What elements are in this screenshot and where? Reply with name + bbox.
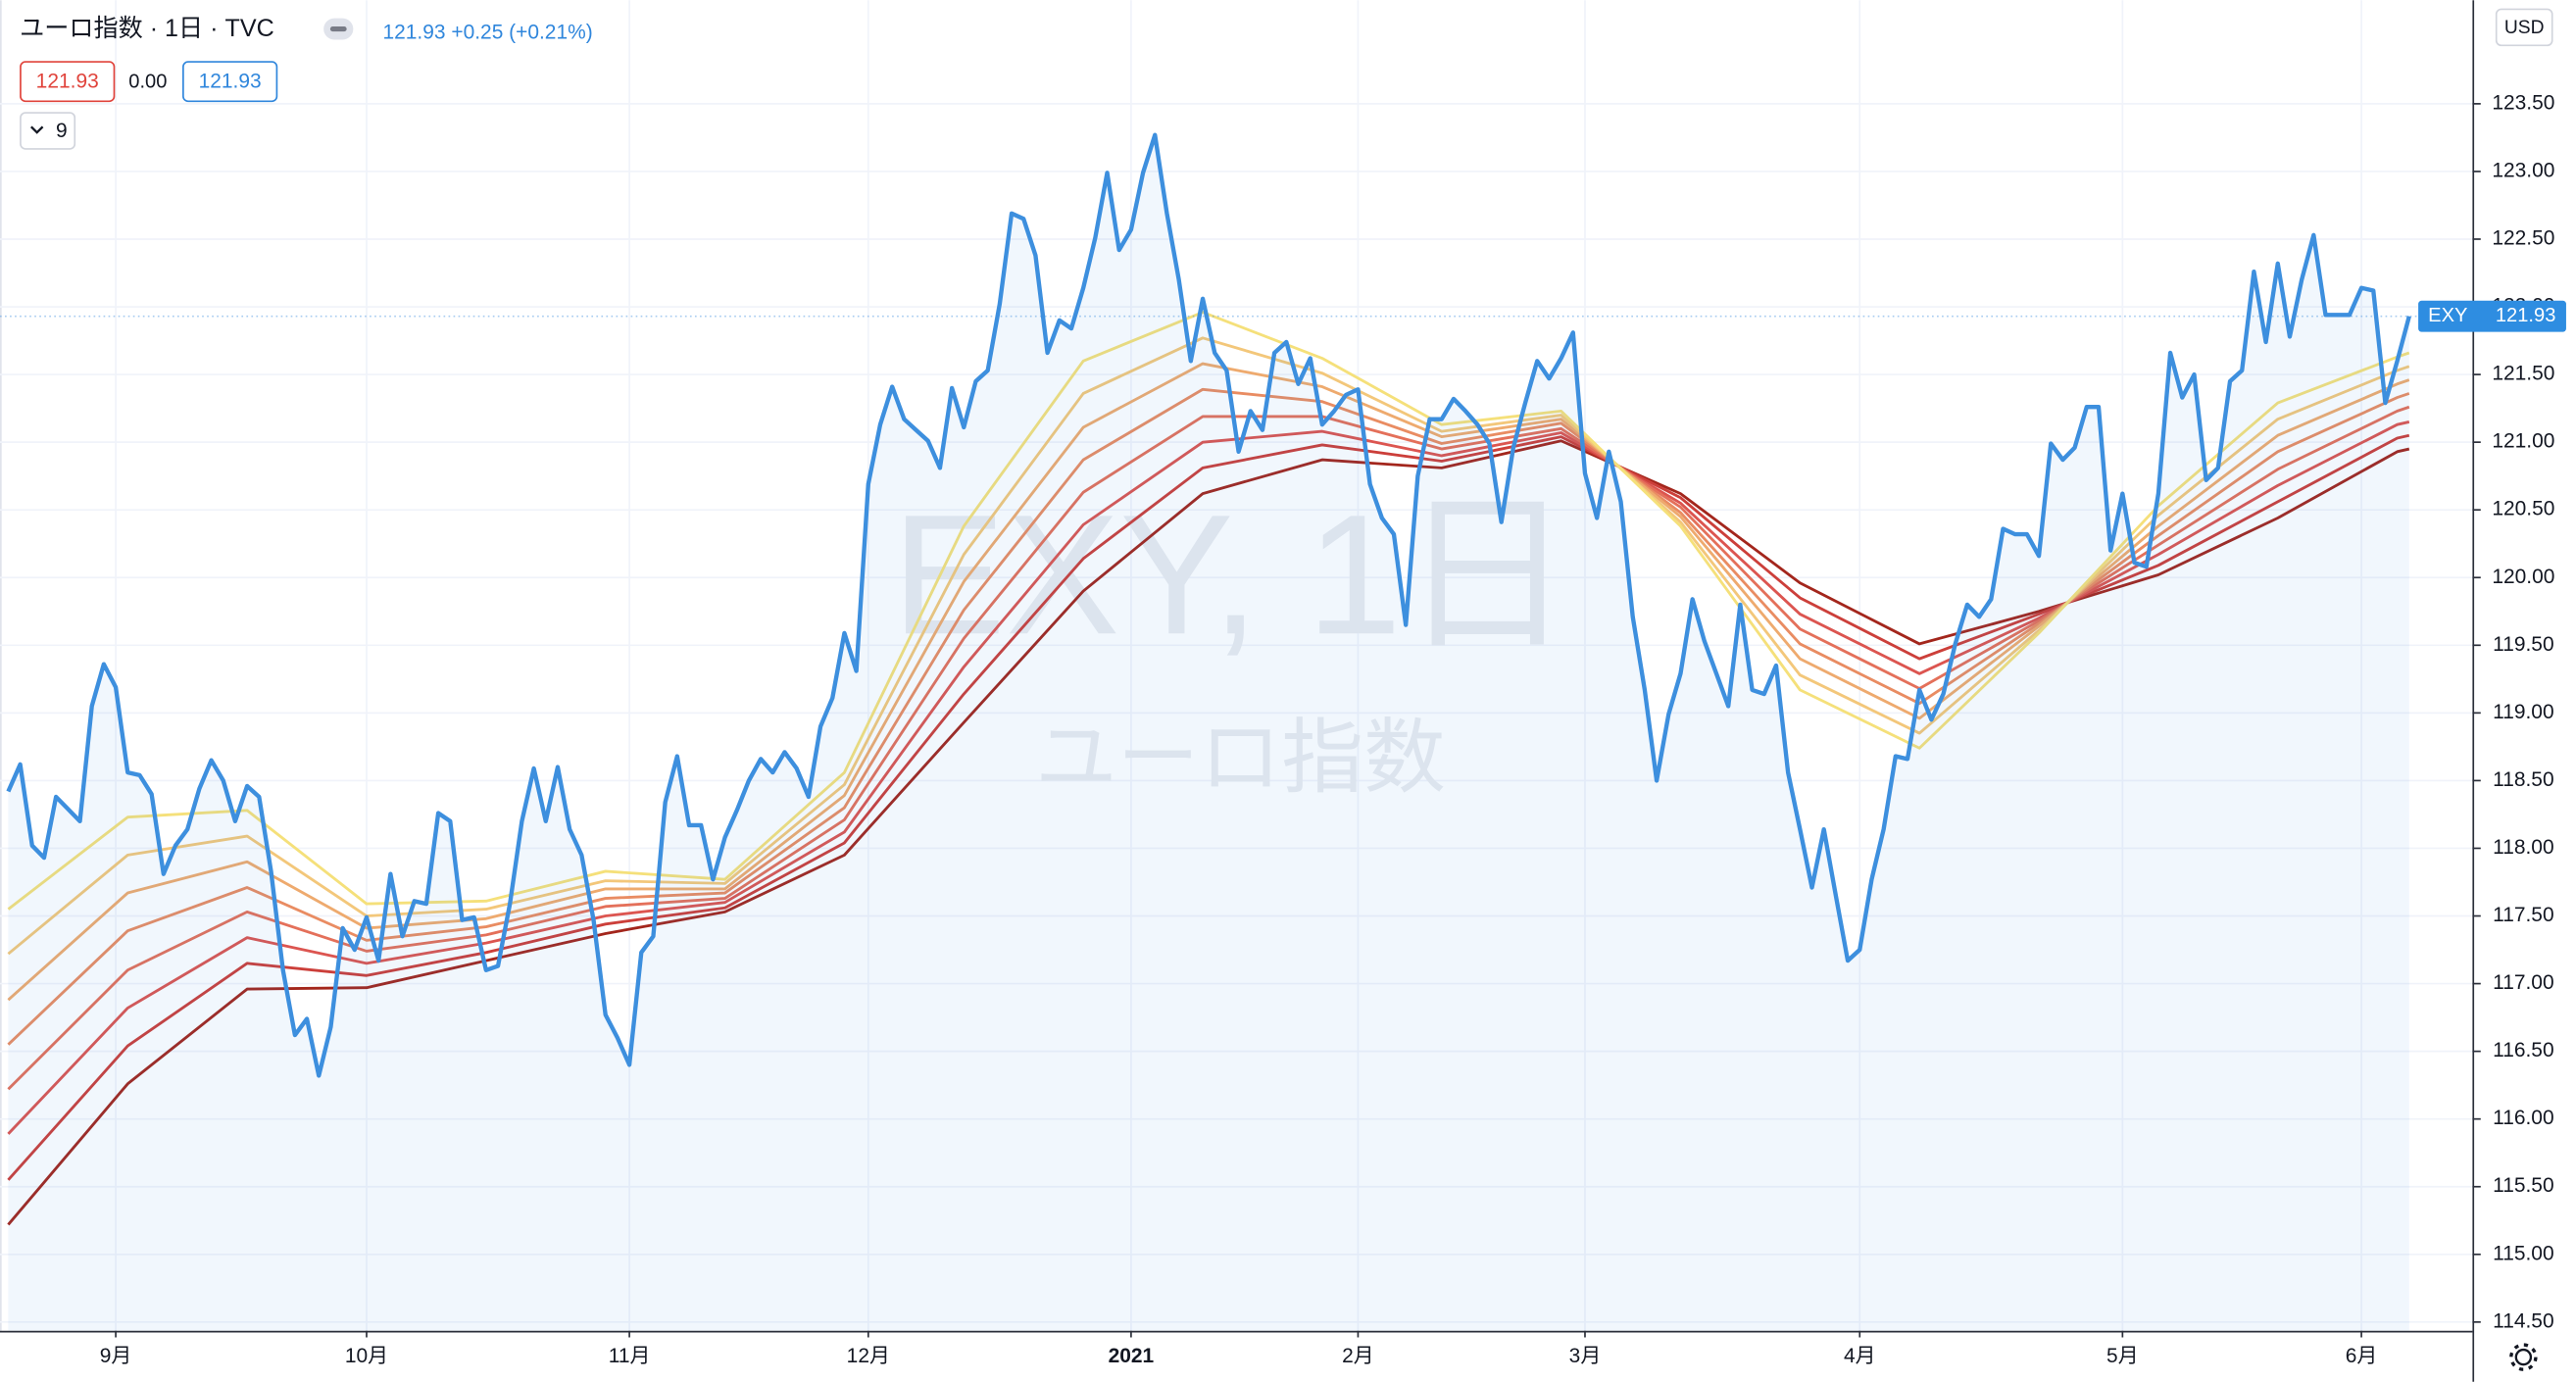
watermark-symbol: EXY, 1日 bbox=[892, 478, 1572, 669]
last-price-label-bg bbox=[2418, 300, 2566, 332]
currency-button[interactable] bbox=[2495, 8, 2553, 47]
x-tick-label: 4月 bbox=[1844, 1345, 1876, 1367]
y-tick-label: 118.50 bbox=[2493, 768, 2554, 791]
currency: USD bbox=[2504, 18, 2545, 38]
moving-average-line bbox=[7, 387, 2410, 1046]
axes: 114.50 115.00 115.50 116.00 116.50 117.00 117.… bbox=[100, 91, 2566, 1367]
moving-average-line bbox=[7, 420, 2410, 1135]
gear-ring bbox=[2514, 1348, 2533, 1366]
header-box-open bbox=[20, 61, 116, 103]
x-tick-label: 3月 bbox=[1569, 1345, 1602, 1367]
y-tick-label: 117.00 bbox=[2493, 971, 2554, 994]
y-tick-label: 119.00 bbox=[2493, 701, 2554, 723]
y-tick-label: 115.50 bbox=[2493, 1174, 2554, 1197]
moving-average-line bbox=[7, 433, 2410, 1181]
x-tick-label: 2021 bbox=[1109, 1345, 1155, 1367]
chevron-icon bbox=[30, 125, 44, 134]
indicator-toggle[interactable] bbox=[20, 112, 76, 150]
x-tick-label: 2月 bbox=[1342, 1345, 1374, 1367]
x-tick-label: 9月 bbox=[100, 1345, 132, 1367]
last-price-value: 121.93 bbox=[2496, 305, 2556, 326]
watermark-name: ユーロ指数 bbox=[1035, 712, 1446, 804]
y-tick-label: 115.00 bbox=[2493, 1242, 2554, 1264]
indicator-count: 9 bbox=[56, 120, 68, 142]
y-tick-label: 116.50 bbox=[2493, 1039, 2554, 1061]
x-tick-label: 6月 bbox=[2346, 1345, 2378, 1367]
y-tick-label: 116.00 bbox=[2493, 1107, 2554, 1129]
y-tick-label: 114.50 bbox=[2493, 1309, 2554, 1332]
header-box-close bbox=[182, 61, 278, 103]
y-tick-label: 123.00 bbox=[2492, 159, 2554, 181]
header-value: 121.93 bbox=[36, 71, 99, 93]
status-pill-icon bbox=[329, 26, 347, 32]
y-tick-label: 120.50 bbox=[2492, 498, 2554, 520]
price-area bbox=[8, 134, 2409, 1331]
x-tick-label: 11月 bbox=[609, 1345, 651, 1367]
y-tick-label: 121.00 bbox=[2492, 430, 2554, 453]
y-tick-label: 120.00 bbox=[2492, 566, 2554, 588]
x-tick-label: 5月 bbox=[2106, 1345, 2139, 1367]
header-value: 0.00 bbox=[128, 71, 167, 92]
quote: 121.93 +0.25 (+0.21%) bbox=[383, 21, 593, 43]
y-tick-label: 121.50 bbox=[2492, 363, 2554, 385]
x-tick-label: 10月 bbox=[345, 1345, 388, 1367]
y-tick-label: 119.50 bbox=[2493, 633, 2554, 656]
chart-title: ユーロ指数 · 1日 · TVC bbox=[20, 15, 274, 42]
moving-average-line bbox=[7, 362, 2410, 1002]
x-tick-label: 12月 bbox=[847, 1345, 890, 1367]
y-tick-label: 118.00 bbox=[2493, 836, 2554, 859]
header-value: 121.93 bbox=[199, 71, 262, 93]
moving-average-line bbox=[7, 439, 2410, 1226]
last-price-symbol: EXY bbox=[2428, 305, 2467, 326]
moving-average-line bbox=[7, 336, 2410, 956]
plot bbox=[0, 132, 2473, 1331]
y-tick-label: 117.50 bbox=[2493, 904, 2554, 926]
y-tick-label: 123.50 bbox=[2492, 91, 2554, 114]
y-tick-label: 122.50 bbox=[2492, 227, 2554, 250]
price-line bbox=[6, 132, 2411, 1078]
